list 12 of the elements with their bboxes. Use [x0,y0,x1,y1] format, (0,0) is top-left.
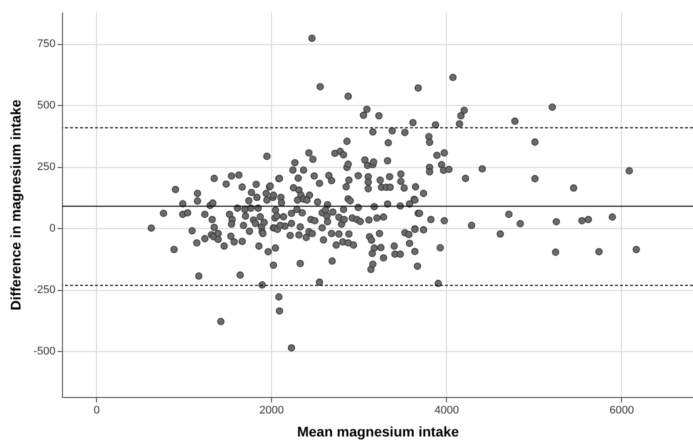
x-tick-label: 2000 [259,404,284,416]
x-tick-label: 4000 [434,404,459,416]
y-tick-label: -250 [33,284,56,296]
y-tick-label: 0 [49,222,56,235]
y-tick-label: 250 [37,161,56,174]
y-axis-title: Difference in magnesium intake [7,99,24,310]
x-axis-title: Mean magnesium intake [297,424,460,440]
y-tick-label: -500 [33,346,56,358]
y-tick-label: 500 [37,100,56,112]
y-tick-label: 750 [37,38,56,50]
x-tick-label: 6000 [609,404,634,416]
x-tick-label: 0 [94,404,100,416]
